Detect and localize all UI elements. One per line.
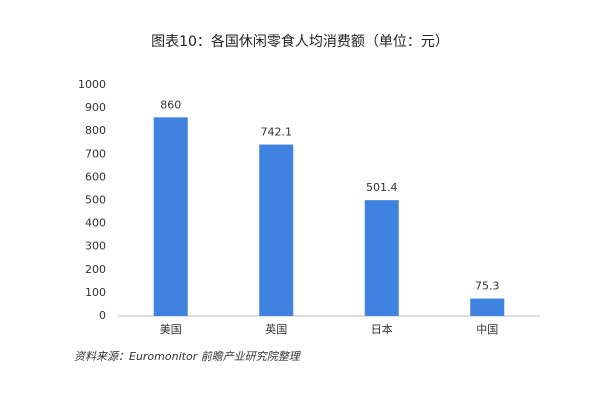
x-tick-label: 日本 xyxy=(371,322,393,336)
y-tick-label: 100 xyxy=(85,286,106,299)
y-tick-label: 400 xyxy=(85,217,106,230)
data-label: 501.4 xyxy=(366,181,398,194)
y-tick-label: 0 xyxy=(99,309,106,322)
data-label: 860 xyxy=(160,98,181,111)
y-tick-label: 700 xyxy=(85,147,106,160)
chart-title: 图表10：各国休闲零食人均消费额（单位：元） xyxy=(151,33,449,50)
source-note: 资料来源：Euromonitor 前瞻产业研究院整理 xyxy=(74,350,302,363)
y-tick-label: 900 xyxy=(85,101,106,114)
y-tick-label: 600 xyxy=(85,170,106,183)
data-label: 75.3 xyxy=(475,280,500,293)
bar xyxy=(364,200,399,316)
y-tick-label: 1000 xyxy=(78,78,106,91)
x-tick-label: 中国 xyxy=(476,323,498,336)
y-tick-label: 300 xyxy=(85,240,106,253)
data-label: 742.1 xyxy=(261,126,293,139)
y-tick-label: 800 xyxy=(85,124,106,137)
x-tick-label: 英国 xyxy=(265,322,287,336)
x-tick-label: 美国 xyxy=(160,323,182,336)
bar xyxy=(470,298,505,316)
y-tick-label: 200 xyxy=(85,263,106,276)
bar xyxy=(153,117,188,316)
y-tick-label: 500 xyxy=(85,194,106,207)
bar xyxy=(259,144,294,316)
